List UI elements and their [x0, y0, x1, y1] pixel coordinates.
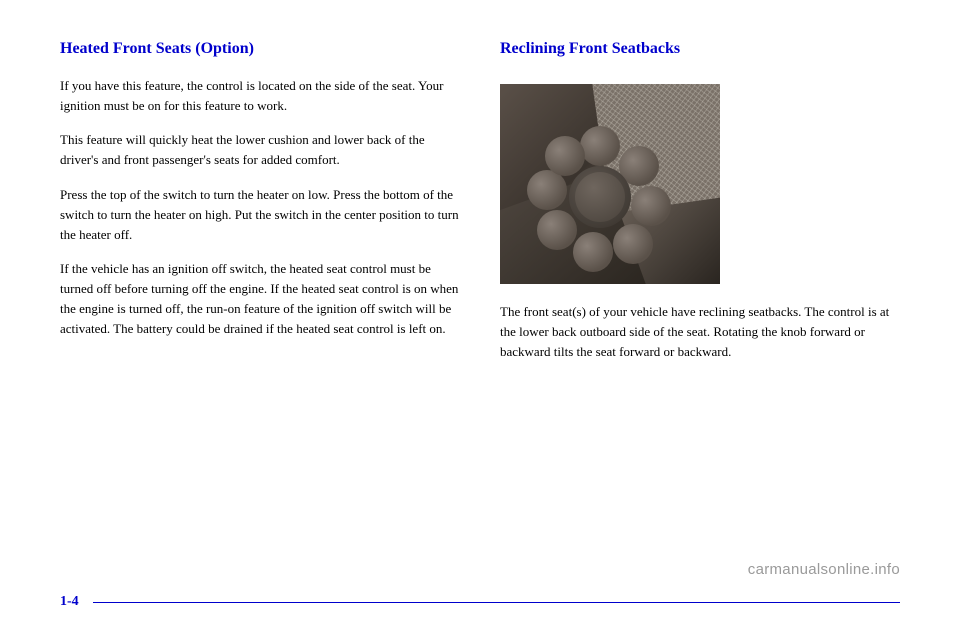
heading-reclining-seatbacks: Reclining Front Seatbacks: [500, 40, 900, 58]
left-para-4: If the vehicle has an ignition off switc…: [60, 259, 460, 340]
left-para-3: Press the top of the switch to turn the …: [60, 185, 460, 245]
right-column: Reclining Front Seatbacks The front: [500, 40, 900, 560]
seat-knob-photo: [500, 84, 900, 284]
heading-heated-seats: Heated Front Seats (Option): [60, 40, 460, 58]
right-para-1: The front seat(s) of your vehicle have r…: [500, 302, 900, 362]
page-footer: 1-4: [60, 594, 900, 610]
watermark-text: carmanualsonline.info: [748, 561, 900, 578]
footer-rule: [93, 602, 900, 603]
left-para-1: If you have this feature, the control is…: [60, 76, 460, 116]
recline-knob-icon: [535, 132, 665, 262]
page-number: 1-4: [60, 594, 79, 610]
left-column: Heated Front Seats (Option) If you have …: [60, 40, 460, 560]
photo-image: [500, 84, 720, 284]
left-para-2: This feature will quickly heat the lower…: [60, 130, 460, 170]
